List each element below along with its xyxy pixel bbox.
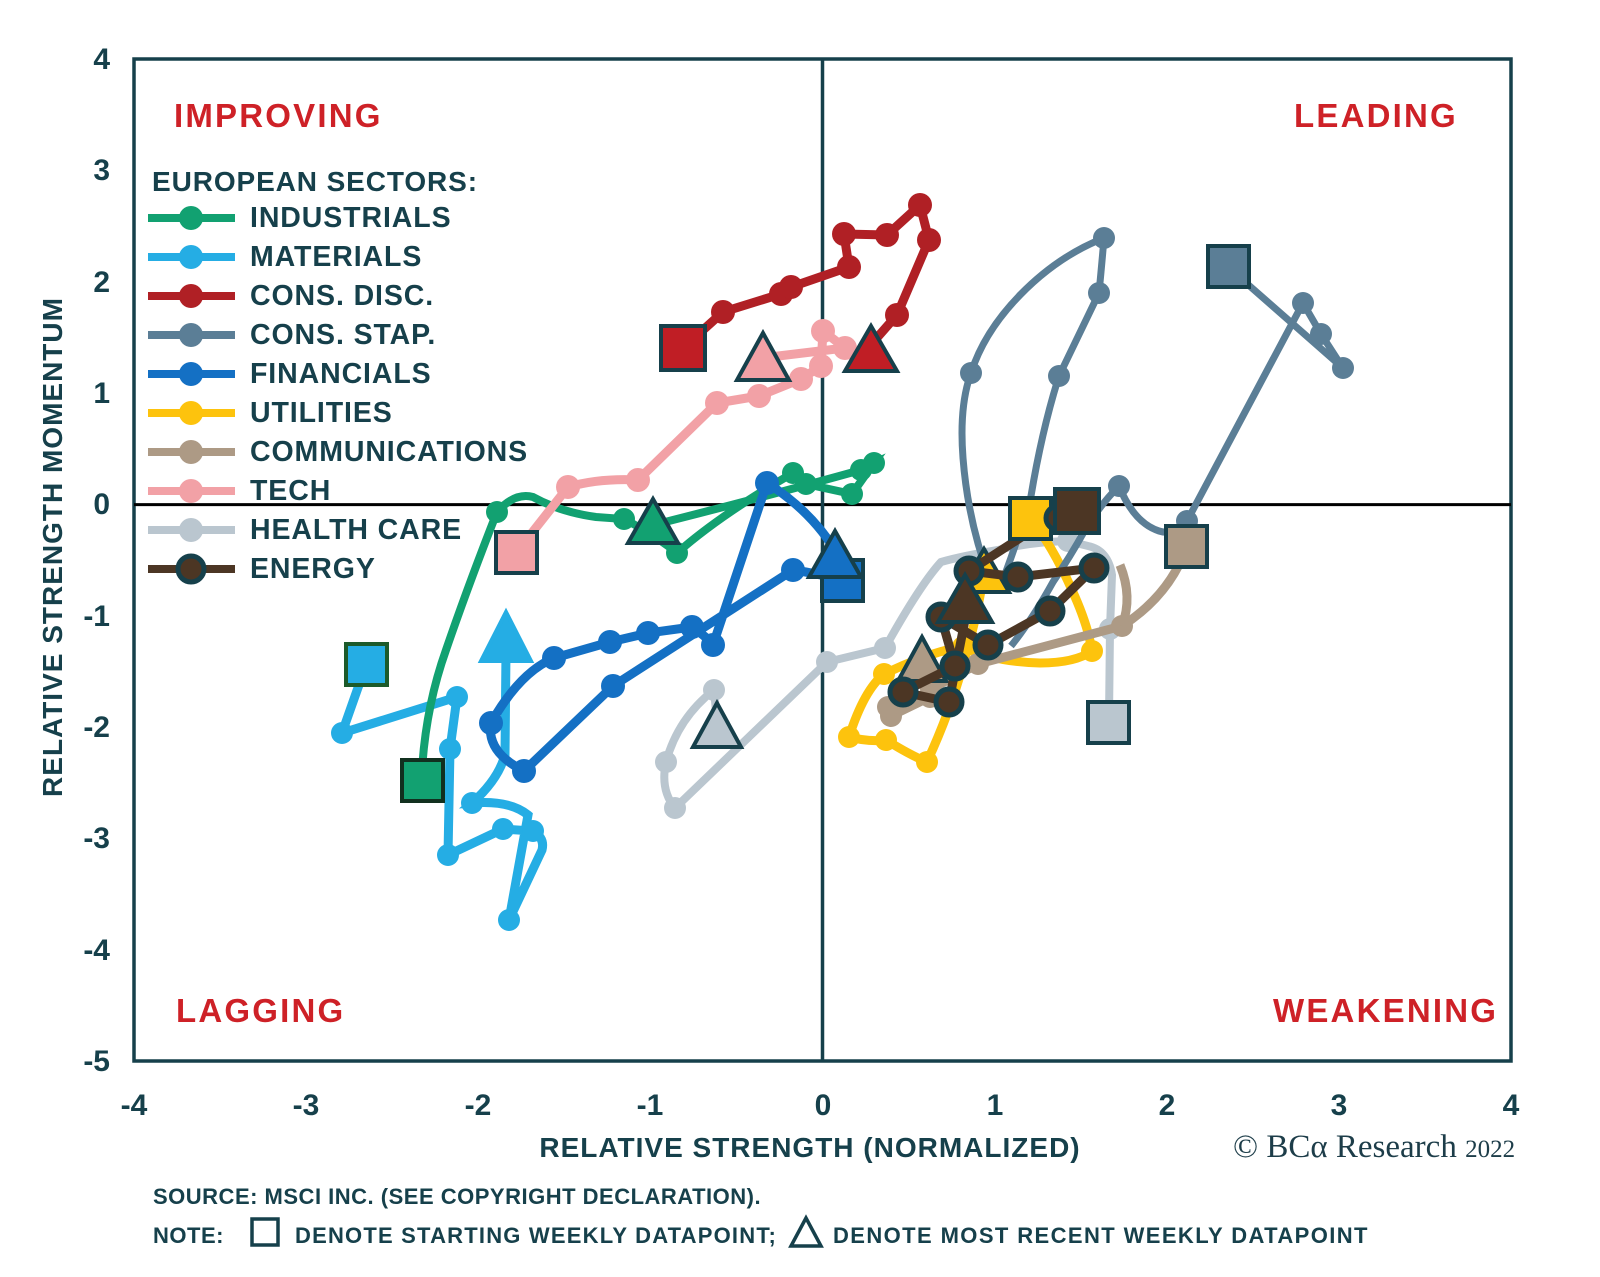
svg-text:CONS. DISC.: CONS. DISC. <box>250 280 434 312</box>
svg-text:-3: -3 <box>293 1089 320 1122</box>
svg-text:NOTE:: NOTE: <box>153 1223 224 1248</box>
svg-text:-4: -4 <box>83 934 110 967</box>
svg-text:-4: -4 <box>121 1089 148 1122</box>
svg-text:0: 0 <box>93 488 110 521</box>
svg-text:DENOTE MOST RECENT WEEKLY DATA: DENOTE MOST RECENT WEEKLY DATAPOINT <box>833 1223 1369 1248</box>
svg-text:3: 3 <box>93 154 110 187</box>
svg-text:-2: -2 <box>83 711 110 744</box>
svg-text:RELATIVE STRENGTH (NORMALIZED): RELATIVE STRENGTH (NORMALIZED) <box>539 1132 1080 1163</box>
svg-text:2: 2 <box>93 266 110 299</box>
svg-text:4: 4 <box>93 43 110 76</box>
svg-text:-2: -2 <box>465 1089 492 1122</box>
svg-text:RELATIVE STRENGTH MOMENTUM: RELATIVE STRENGTH MOMENTUM <box>37 297 68 797</box>
svg-text:HEALTH CARE: HEALTH CARE <box>250 514 462 546</box>
svg-text:DENOTE STARTING WEEKLY DATAPOI: DENOTE STARTING WEEKLY DATAPOINT; <box>295 1223 777 1248</box>
svg-text:INDUSTRIALS: INDUSTRIALS <box>250 202 451 234</box>
svg-text:WEAKENING: WEAKENING <box>1273 992 1498 1029</box>
svg-text:-3: -3 <box>83 822 110 855</box>
svg-text:SOURCE: MSCI INC. (SEE COPYRIG: SOURCE: MSCI INC. (SEE COPYRIGHT DECLARA… <box>153 1184 761 1209</box>
svg-text:LAGGING: LAGGING <box>176 992 345 1029</box>
svg-text:4: 4 <box>1503 1089 1520 1122</box>
svg-text:-5: -5 <box>83 1045 110 1078</box>
svg-text:0: 0 <box>815 1089 832 1122</box>
svg-text:1: 1 <box>987 1089 1004 1122</box>
svg-text:ENERGY: ENERGY <box>250 553 376 585</box>
svg-text:3: 3 <box>1331 1089 1348 1122</box>
svg-text:MATERIALS: MATERIALS <box>250 241 422 273</box>
svg-text:TECH: TECH <box>250 475 331 507</box>
svg-text:UTILITIES: UTILITIES <box>250 397 393 429</box>
svg-text:CONS. STAP.: CONS. STAP. <box>250 319 436 351</box>
svg-text:1: 1 <box>93 377 110 410</box>
svg-text:FINANCIALS: FINANCIALS <box>250 358 432 390</box>
svg-text:COMMUNICATIONS: COMMUNICATIONS <box>250 436 528 468</box>
svg-text:-1: -1 <box>83 600 110 633</box>
svg-text:-1: -1 <box>637 1089 664 1122</box>
svg-text:© BCα Research 2022: © BCα Research 2022 <box>1233 1129 1515 1165</box>
svg-text:EUROPEAN SECTORS:: EUROPEAN SECTORS: <box>152 166 478 197</box>
svg-text:LEADING: LEADING <box>1294 97 1458 134</box>
svg-text:2: 2 <box>1159 1089 1176 1122</box>
svg-text:IMPROVING: IMPROVING <box>174 97 383 134</box>
